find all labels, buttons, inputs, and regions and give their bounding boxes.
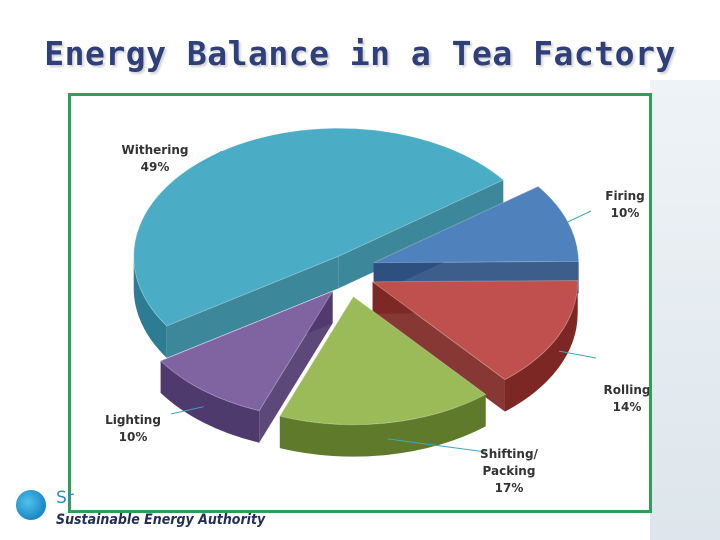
leader-line-firing (567, 210, 592, 223)
data-label-name-shifting-packing: Shifting/ (480, 447, 539, 461)
slice-rolling (371, 279, 579, 412)
leader-line-withering (200, 150, 222, 165)
slice-top-rolling (371, 279, 579, 381)
leader-line-shifting-packing (387, 438, 487, 453)
data-label-name-lighting: Lighting (105, 413, 161, 427)
background-band (650, 80, 720, 540)
pie-chart: Withering 49% Firing 10% Rolling 14% Shifting/… (105, 127, 649, 495)
slice-wall-shifting-packing (279, 394, 486, 457)
slice-firing (373, 185, 580, 295)
data-label-value-lighting: 10% (119, 430, 148, 444)
slice-wall-rolling (504, 281, 578, 412)
slice-face-withering (166, 256, 339, 358)
data-label-value-firing: 10% (611, 206, 640, 220)
data-label-value-rolling: 14% (613, 400, 642, 414)
slice-wall-withering (133, 256, 167, 358)
organization-logo (16, 490, 46, 520)
data-label-name-firing: Firing (605, 189, 644, 203)
slice-top-withering (133, 127, 505, 327)
slide-title: Energy Balance in a Tea Factory (44, 34, 676, 73)
leader-line-rolling (558, 350, 597, 359)
slice-shifting-packing (279, 295, 487, 457)
organization-logo-mark: Sr (56, 488, 74, 508)
data-label-name-withering: Withering (122, 143, 189, 157)
slice-top-firing (373, 185, 580, 264)
chart-frame: Withering 49% Firing 10% Rolling 14% Shifting/… (68, 93, 652, 513)
slice-top-shifting-packing (279, 295, 487, 426)
slice-top-lighting (159, 290, 334, 412)
slice-face-rolling (372, 281, 505, 412)
data-label-name-shifting-packing: Packing (483, 464, 536, 478)
organization-name: Sustainable Energy Authority (56, 512, 266, 528)
data-label-value-withering: 49% (141, 160, 170, 174)
leader-line-lighting (170, 406, 204, 415)
data-label-name-rolling: Rolling (604, 383, 649, 397)
data-label-value-shifting-packing: 17% (495, 481, 524, 495)
slice-lighting (159, 290, 334, 443)
